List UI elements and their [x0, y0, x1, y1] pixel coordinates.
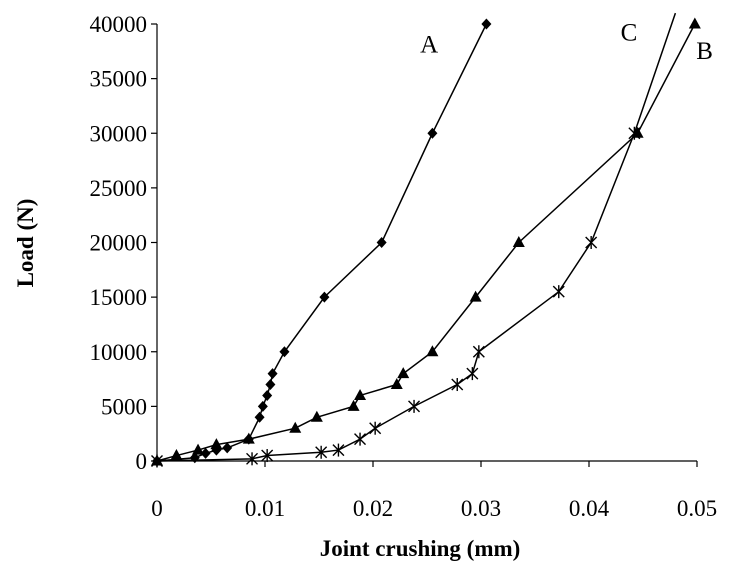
x-tick-label: 0	[151, 496, 163, 521]
series-c-point	[354, 432, 367, 446]
series-c-point	[246, 452, 259, 466]
y-tick-label: 20000	[90, 231, 148, 256]
series-a-point	[319, 291, 330, 303]
y-tick-label: 0	[136, 449, 148, 474]
series-b-point	[397, 367, 410, 379]
series-c-point	[315, 445, 328, 459]
series-a-point	[376, 237, 387, 248]
series-a-point	[481, 18, 492, 30]
series-b-point	[192, 443, 205, 455]
y-tick-label: 25000	[90, 176, 148, 201]
x-tick-label: 0.02	[353, 496, 393, 521]
series-a-point	[265, 379, 276, 391]
series-b-point	[347, 399, 360, 411]
series-c-line	[156, 12, 677, 462]
series-a-point	[222, 442, 233, 454]
y-tick-label: 5000	[101, 394, 147, 419]
series-c-point	[261, 449, 274, 463]
series-a-point	[257, 400, 268, 412]
series-b-point	[426, 345, 439, 357]
series-c-point	[369, 421, 382, 435]
x-tick-label: 0.04	[569, 496, 610, 521]
series-c-point	[628, 126, 641, 140]
series-c-point	[472, 345, 485, 359]
series-a-point	[254, 411, 265, 423]
series-b-point	[512, 236, 525, 247]
y-tick-label: 10000	[90, 340, 148, 365]
series-c-point	[408, 399, 421, 413]
x-tick-label: 0.01	[245, 496, 285, 521]
series-b-line	[156, 23, 696, 462]
series-a-point	[262, 389, 273, 401]
series-a-point	[279, 346, 290, 358]
series-labels: A B C	[420, 20, 713, 66]
axes: 0 5000 10000 15000 20000 25000 30000 35000 40000…	[90, 12, 718, 521]
series-b-point	[390, 378, 403, 390]
series-a-point	[267, 368, 278, 380]
series-label-c: C	[621, 20, 638, 47]
y-axis-title: Load (N)	[13, 199, 38, 288]
x-axis-title: Joint crushing (mm)	[320, 536, 521, 561]
y-tick-label: 40000	[90, 12, 148, 37]
series-label-a: A	[420, 32, 438, 59]
series-c-point	[451, 378, 464, 392]
series-c-point	[466, 367, 479, 381]
series-a	[152, 18, 492, 467]
series-b	[151, 17, 701, 466]
series-c-point	[332, 443, 345, 457]
series-b-point	[242, 432, 255, 444]
y-tick-label: 15000	[90, 285, 148, 310]
series-c-point	[151, 454, 163, 468]
series-b-point	[289, 421, 302, 433]
series-b-point	[688, 17, 701, 29]
series-c-point	[585, 236, 598, 249]
series-b-point	[210, 438, 223, 450]
series-a-point	[427, 127, 438, 139]
series-c	[151, 12, 677, 468]
x-tick-label: 0.05	[677, 496, 717, 521]
series-a-line	[156, 23, 488, 462]
y-tick-label: 30000	[90, 121, 148, 146]
y-tick-label: 35000	[90, 67, 148, 92]
series-b-point	[310, 410, 323, 422]
series-b-point	[354, 388, 367, 400]
series-b-point	[170, 449, 183, 461]
series-c-point	[552, 285, 565, 299]
series-label-b: B	[696, 38, 713, 65]
x-tick-label: 0.03	[461, 496, 501, 521]
series-b-point	[469, 290, 482, 302]
series-layer	[151, 12, 701, 468]
series-a-point	[200, 447, 211, 459]
